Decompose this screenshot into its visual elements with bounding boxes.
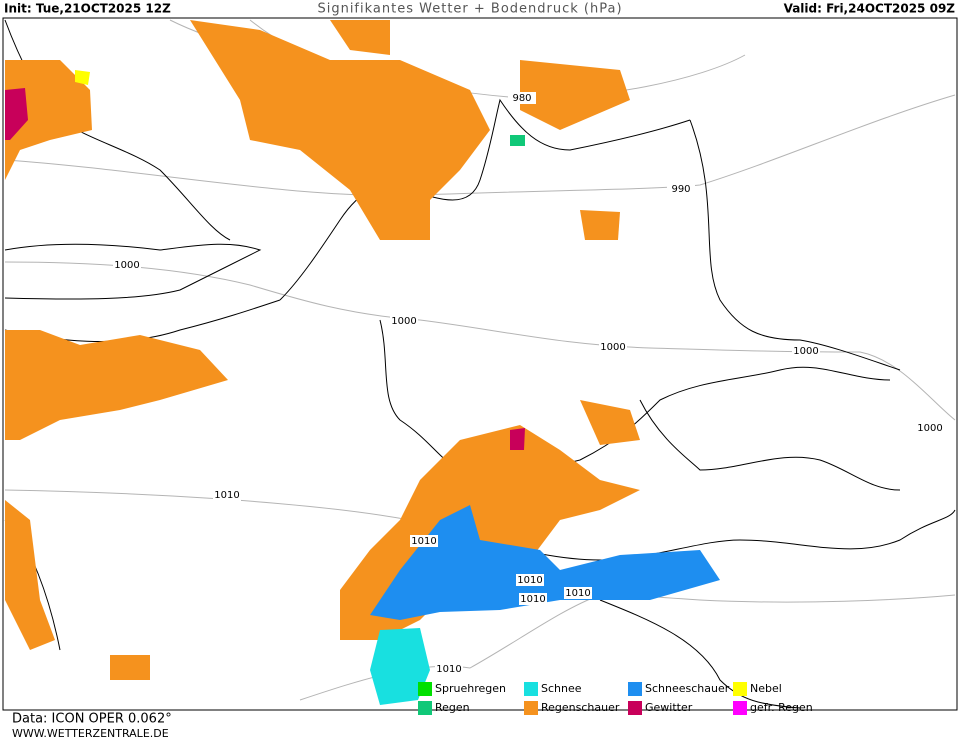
precipitation (5, 20, 720, 705)
border (639, 399, 901, 491)
isobar-label-bg (213, 489, 241, 501)
isobar-label-bg (792, 345, 820, 357)
isobar-label: 1000 (114, 260, 139, 271)
rain-shower-area (110, 655, 150, 680)
isobar-label: 1000 (391, 316, 416, 327)
isobar-label-bg (508, 92, 536, 104)
isobar (4, 94, 956, 197)
isobar-label: 1000 (793, 346, 818, 357)
legend-swatch (524, 701, 538, 715)
isobar (299, 594, 601, 701)
thunderstorm-area (510, 428, 525, 450)
coast (599, 599, 801, 709)
isobar-label-bg (667, 183, 695, 195)
legend-swatch (418, 682, 432, 696)
legend-swatch (418, 701, 432, 715)
isobar-label: 980 (512, 93, 531, 104)
legend-label: Regenschauer (541, 701, 620, 714)
legend-label: Regen (435, 701, 470, 714)
legend-swatch (628, 701, 642, 715)
isobar-label: 1010 (520, 594, 545, 605)
isobar-label: 1010 (214, 490, 239, 501)
legend-swatch (628, 682, 642, 696)
isobar-label: 1010 (411, 536, 436, 547)
init-time: Init: Tue,21OCT2025 12Z (4, 2, 171, 16)
snow-shower-area (370, 505, 720, 620)
isobar-label: 1000 (917, 423, 942, 434)
coast (279, 98, 691, 301)
website: WWW.WETTERZENTRALE.DE (12, 727, 169, 740)
isobar-label: 990 (671, 184, 690, 195)
rain-shower-area (5, 330, 228, 440)
isobar-label-bg (916, 422, 944, 434)
thunderstorm-area (5, 88, 28, 140)
isobar-label-bg (435, 663, 463, 675)
border (379, 319, 891, 475)
legend-label: Schneeschauer (645, 682, 730, 695)
isobar-label: 1010 (436, 664, 461, 675)
isobar-label-bg (390, 315, 418, 327)
rain-shower-area (580, 210, 620, 240)
snow-area (370, 628, 430, 705)
isobar-label-bg (519, 593, 547, 605)
border (689, 119, 901, 371)
legend-label: Gewitter (645, 701, 693, 714)
data-source: Data: ICON OPER 0.062° (12, 712, 172, 727)
legend: Spruehregen Schnee Schneeschauer Nebel Regen… (418, 682, 813, 715)
legend-swatch (733, 701, 747, 715)
legend-label: Nebel (750, 682, 782, 695)
isobar-label-bg (410, 535, 438, 547)
valid-time: Valid: Fri,24OCT2025 09Z (784, 2, 956, 16)
isobar-label: 1010 (565, 588, 590, 599)
isobar-label: 1000 (600, 342, 625, 353)
legend-label: Spruehregen (435, 682, 506, 695)
isobar-label-bg (113, 259, 141, 271)
rain-shower-area (330, 20, 390, 55)
rain-shower-area (520, 60, 630, 130)
isobar-labels: 980 990 1000 1000 1000 1000 1000 1010 1010 1010 10… (113, 92, 944, 675)
rain-shower-area (190, 20, 490, 240)
isobar-label-bg (516, 574, 544, 586)
legend-label: Schnee (541, 682, 582, 695)
legend-swatch (733, 682, 747, 696)
rain-shower-area (5, 500, 55, 650)
coast (4, 243, 262, 300)
fog-area (75, 70, 90, 85)
isobar-label-bg (599, 341, 627, 353)
isobar-label: 1010 (517, 575, 542, 586)
isobar-label-bg (564, 587, 592, 599)
border (479, 509, 956, 561)
legend-label: gefr. Regen (750, 701, 813, 714)
map-title: Signifikantes Wetter + Bodendruck (hPa) (317, 2, 622, 17)
rain-shower-area (5, 60, 92, 180)
rain-shower-area (580, 400, 640, 445)
legend-swatch (524, 682, 538, 696)
rain-area (510, 135, 525, 146)
